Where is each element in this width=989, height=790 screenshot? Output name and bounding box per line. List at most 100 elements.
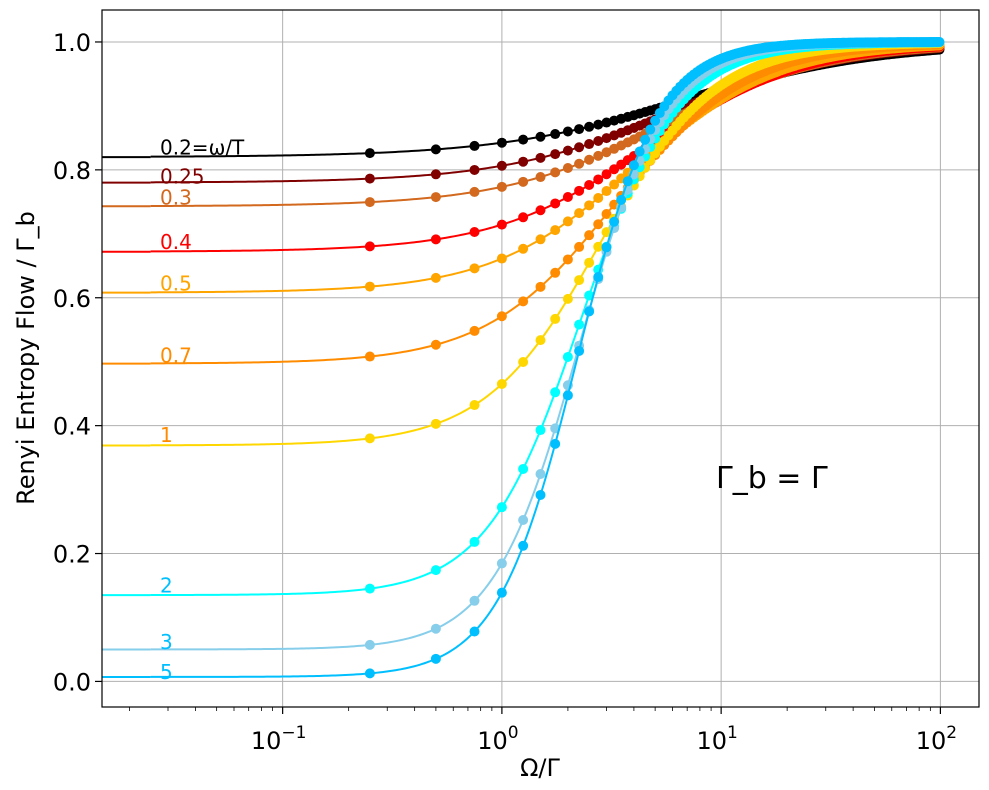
data-point (584, 257, 595, 268)
series-labels: 0.2=ω/T 0.250.3 0.4 0.5 0.7 1 2 3 5 (160, 135, 245, 683)
x-tick-exponent: 0 (508, 723, 519, 743)
series-line-1 (150, 42, 941, 447)
data-point (535, 335, 546, 346)
data-point (609, 164, 620, 175)
data-point (584, 154, 595, 165)
data-point (622, 176, 633, 187)
gamma-annotation: Γ_b = Γ (716, 461, 828, 496)
series-label-5: 5 (160, 660, 173, 684)
data-point (364, 668, 375, 679)
data-point (518, 134, 529, 145)
data-point (550, 198, 561, 209)
data-point (593, 136, 604, 147)
data-point (518, 540, 529, 551)
x-tick-base: 10 (251, 727, 282, 755)
series-line-0.4 (150, 45, 941, 253)
data-point (601, 227, 612, 238)
data-point (593, 219, 604, 230)
y-tick-label: 1.0 (53, 29, 91, 57)
data-point (601, 133, 612, 144)
x-tick-base: 10 (696, 727, 727, 755)
data-point (518, 463, 529, 474)
data-point (535, 234, 546, 245)
series-label-3: 3 (160, 630, 173, 654)
data-point (430, 192, 441, 203)
series-label-1: 1 (160, 423, 173, 447)
data-point (584, 200, 595, 211)
series-3 (102, 37, 945, 651)
data-point (601, 147, 612, 158)
data-point (609, 216, 620, 227)
data-point (628, 160, 639, 171)
data-point (601, 169, 612, 180)
data-point (535, 489, 546, 500)
series-5 (102, 37, 945, 679)
x-tick-base: 10 (916, 727, 947, 755)
data-point (584, 306, 595, 317)
data-point (496, 558, 507, 569)
data-point (593, 119, 604, 130)
data-point (364, 351, 375, 362)
data-point (364, 148, 375, 159)
x-tick-label: 102 (916, 723, 957, 755)
data-point (550, 167, 561, 178)
data-point (934, 37, 945, 48)
x-tick-label: 10−1 (251, 723, 307, 755)
data-point (562, 216, 573, 227)
data-point (550, 387, 561, 398)
data-point (430, 565, 441, 576)
data-point (535, 172, 546, 183)
data-point (593, 174, 604, 185)
plot-frame (101, 9, 980, 708)
data-point (574, 241, 585, 252)
x-axis-title: Ω/Γ (520, 754, 560, 782)
data-point (574, 158, 585, 169)
data-point (562, 293, 573, 304)
series-0.7 (102, 39, 945, 365)
series-line-5 (150, 41, 941, 678)
data-point (364, 583, 375, 594)
y-tick-label: 0.6 (53, 285, 91, 313)
data-point (469, 595, 480, 606)
data-point (584, 139, 595, 150)
x-tick-label: 100 (477, 723, 518, 755)
y-tick-label: 0.4 (53, 413, 91, 441)
data-point (584, 121, 595, 132)
data-point (496, 502, 507, 513)
data-point (518, 357, 529, 368)
x-tick-exponent: 2 (946, 723, 957, 743)
data-point (518, 156, 529, 167)
data-point (562, 390, 573, 401)
data-point (562, 145, 573, 156)
data-point (535, 131, 546, 142)
data-point (496, 253, 507, 264)
series-line-0.5 (150, 44, 941, 294)
data-point (601, 117, 612, 128)
data-point (469, 140, 480, 151)
series-line-3 (150, 41, 941, 651)
y-tick-label: 0.8 (53, 157, 91, 185)
data-point (364, 281, 375, 292)
data-point (364, 433, 375, 444)
data-point (518, 212, 529, 223)
x-tick-label: 101 (696, 723, 737, 755)
data-point (430, 623, 441, 634)
series-1 (102, 38, 945, 447)
data-point (562, 254, 573, 265)
data-point (562, 351, 573, 362)
data-point (550, 267, 561, 278)
data-point (469, 164, 480, 175)
data-point (469, 227, 480, 238)
data-point (550, 129, 561, 140)
y-tick-label: 0.0 (53, 668, 91, 696)
series-line-2 (150, 41, 941, 597)
data-point (535, 152, 546, 163)
x-tick-exponent: 1 (727, 723, 738, 743)
data-point (469, 325, 480, 336)
data-point (430, 653, 441, 664)
data-point (550, 313, 561, 324)
data-point (364, 639, 375, 650)
data-point (574, 185, 585, 196)
data-point (535, 205, 546, 216)
